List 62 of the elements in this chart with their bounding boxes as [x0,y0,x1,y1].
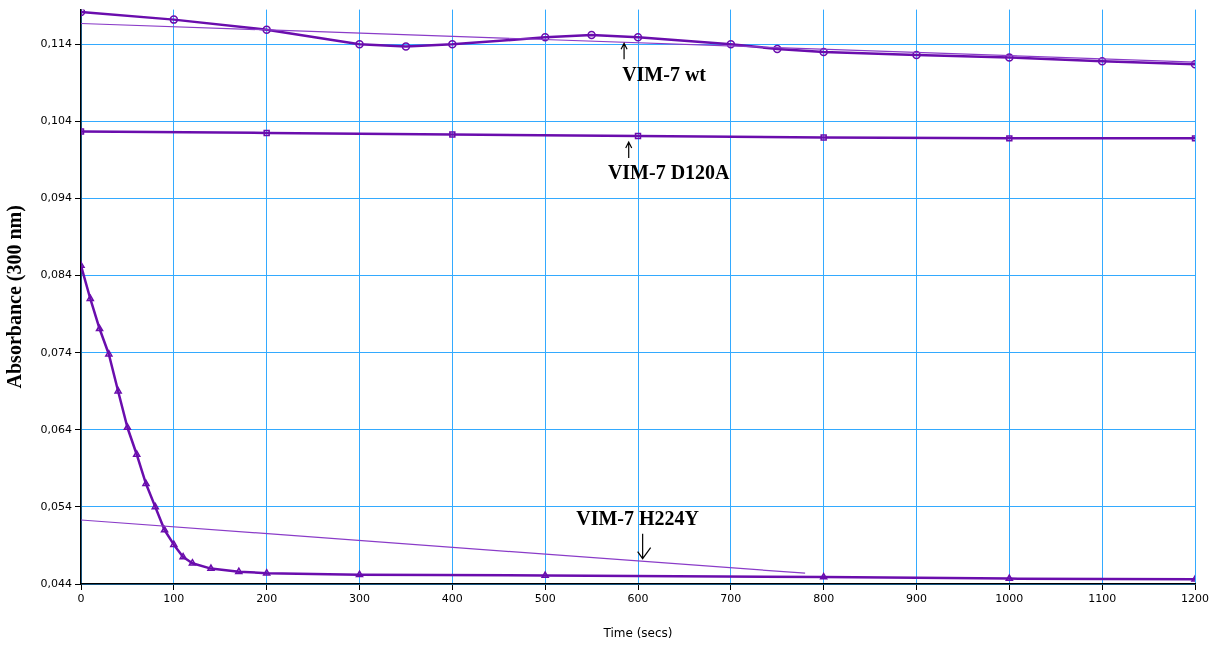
point [587,30,596,40]
point [448,40,457,49]
x-tick-label: 700 [720,592,742,606]
point [633,33,643,42]
x-tick-label: 900 [906,592,927,606]
y-tick-label: 0,044 [40,576,72,590]
y-tick-label: 0,064 [40,422,72,436]
point [1006,135,1013,142]
x-tick-label: 1100 [1088,592,1117,606]
point [773,44,782,54]
point [355,40,364,49]
y-tick-label: 0,094 [40,191,72,205]
x-tick-label: 300 [349,592,370,606]
y-axis-title: Absorbance (300 nm) [3,205,27,389]
point [820,134,827,141]
point [235,567,243,575]
x-axis-title: Time (secs) [602,625,673,640]
y-tick-label: 0,114 [40,37,72,51]
point [1005,574,1014,582]
point [541,571,549,579]
point [819,572,828,580]
point [262,568,271,576]
y-tick-label: 0,104 [40,114,72,128]
point [132,450,141,457]
y-tick-label: 0,074 [40,345,72,359]
annotation: VIM-7 H224Y [576,506,700,529]
point [170,540,178,548]
x-tick-label: 400 [441,592,463,606]
point [401,42,411,51]
point [142,479,150,487]
y-tick-label: 0,054 [40,499,72,513]
point [86,294,95,302]
point [160,525,169,533]
point [207,564,215,572]
x-tick-label: 600 [627,592,649,606]
point [179,552,187,560]
point [105,349,113,357]
x-tick-label: 500 [534,592,556,606]
point [1005,53,1014,62]
point [169,15,179,24]
point [449,131,456,138]
point [123,423,132,430]
point [726,40,736,49]
point [1097,57,1107,66]
point [188,558,197,566]
point [262,25,271,34]
point [819,47,828,57]
point [912,50,921,60]
x-tick-label: 1200 [1181,592,1209,606]
x-tick-label: 200 [256,592,278,606]
y-tick-label: 0,084 [40,268,72,282]
point [151,502,160,510]
point [114,387,122,394]
x-tick-label: 1000 [995,592,1024,606]
point [263,129,270,137]
point [540,33,550,42]
point [95,324,104,332]
x-tick-label: 800 [813,592,835,606]
point [355,570,364,578]
x-tick-label: 0 [77,592,85,606]
point [634,132,642,140]
x-tick-label: 100 [163,592,185,606]
